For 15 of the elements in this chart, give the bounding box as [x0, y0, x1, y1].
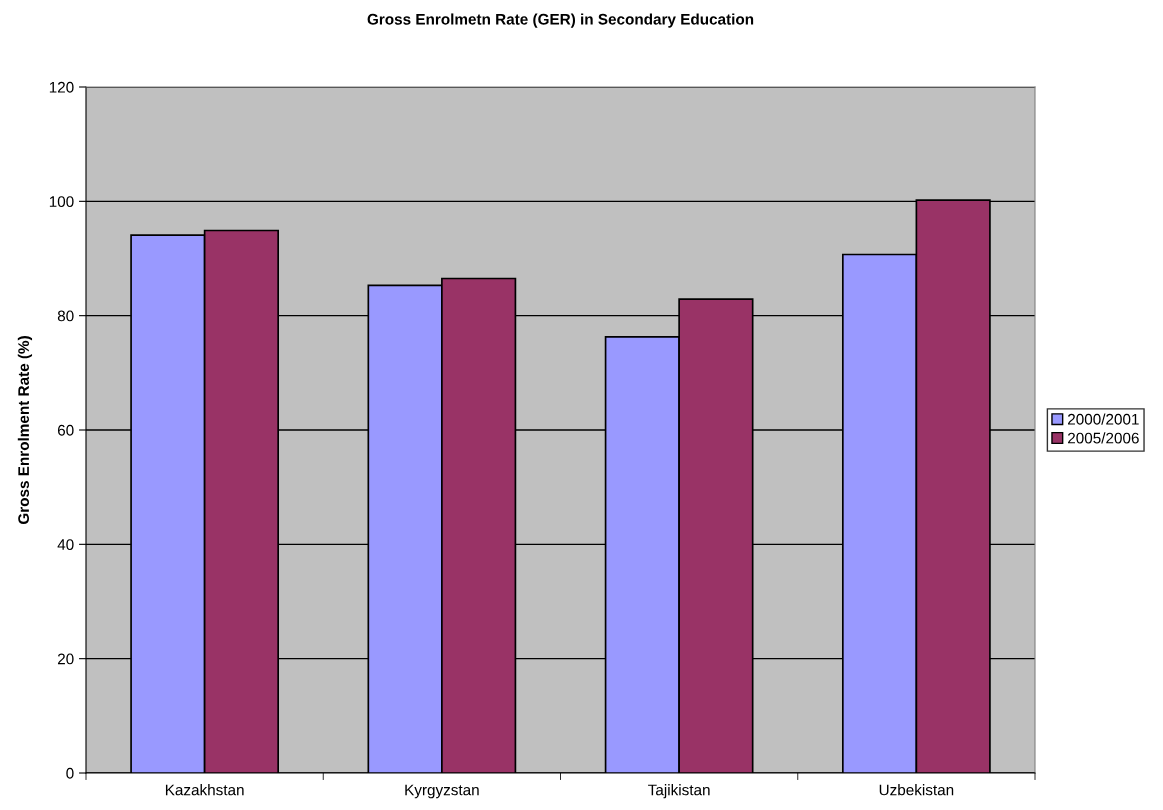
x-tick-label: Kyrgyzstan	[405, 784, 479, 799]
chart-title: Gross Enrolmetn Rate (GER) in Secondary Education	[367, 13, 754, 28]
legend-label: 2000/2001	[1068, 413, 1139, 425]
y-tick-label: 0	[66, 767, 74, 779]
y-axis-title: Gross Enrolment Rate (%)	[17, 336, 33, 525]
x-tick-label: Uzbekistan	[879, 784, 954, 796]
y-tick-label: 120	[49, 81, 74, 93]
y-tick-label: 40	[57, 539, 74, 551]
y-tick-label: 80	[57, 310, 74, 322]
y-tick-label: 100	[49, 196, 74, 208]
x-tick-label: Tajikistan	[648, 784, 710, 799]
y-tick-label: 20	[57, 653, 74, 665]
x-tick-label: Kazakhstan	[165, 784, 244, 796]
legend-label: 2005/2006	[1068, 432, 1139, 444]
y-tick-label: 60	[57, 424, 74, 436]
